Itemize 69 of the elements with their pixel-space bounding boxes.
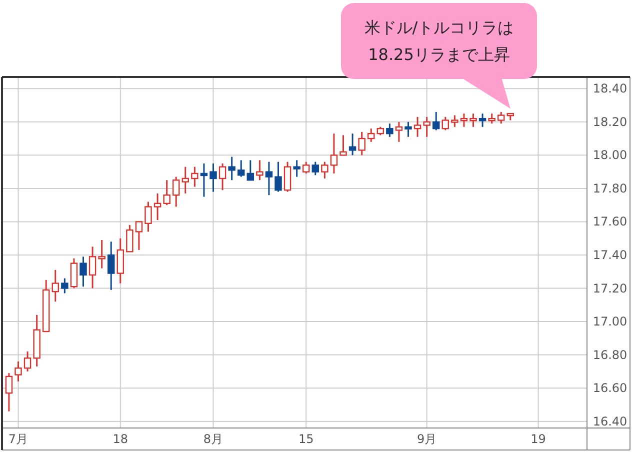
y-tick-label: 17.20 xyxy=(592,281,628,296)
candlestick xyxy=(488,112,496,124)
candlestick xyxy=(470,112,477,128)
y-tick-label: 18.20 xyxy=(592,114,628,129)
candlestick xyxy=(107,240,115,291)
candlestick xyxy=(135,220,143,251)
candlestick xyxy=(163,179,170,206)
candlestick xyxy=(478,112,486,128)
candlestick xyxy=(312,161,320,176)
y-tick-label: 17.00 xyxy=(592,314,628,329)
candlestick xyxy=(460,112,468,128)
candlestick xyxy=(14,360,22,382)
candlestick xyxy=(218,162,226,191)
candlestick xyxy=(358,131,366,156)
candlestick xyxy=(497,111,505,124)
candlestick xyxy=(330,132,338,174)
candlestick xyxy=(293,159,300,178)
y-tick-label: 18.00 xyxy=(592,148,628,162)
candlestick xyxy=(246,159,254,181)
x-tick-label: 18 xyxy=(112,432,128,446)
candlestick xyxy=(274,161,282,193)
candlestick xyxy=(52,269,60,302)
candlestick xyxy=(210,162,217,193)
x-tick-label: 19 xyxy=(530,432,546,446)
candlestick xyxy=(395,121,403,143)
candlestick xyxy=(442,116,450,131)
y-tick-label: 16.80 xyxy=(592,348,628,362)
candlestick xyxy=(265,161,273,196)
candlestick xyxy=(200,162,208,198)
x-tick-label: 9月 xyxy=(417,432,437,446)
y-tick-label: 16.40 xyxy=(592,414,628,428)
candlestick xyxy=(182,166,190,194)
candlestick xyxy=(348,132,356,156)
candlestick xyxy=(367,128,375,143)
candlestick xyxy=(302,161,310,174)
x-tick-label: 15 xyxy=(298,432,314,446)
candlestick xyxy=(61,278,68,294)
candlestick xyxy=(321,161,328,180)
candlestick xyxy=(386,122,394,138)
candlestick xyxy=(423,116,430,138)
x-tick-label: 7月 xyxy=(8,432,28,446)
candlestick xyxy=(414,116,422,138)
candlestick xyxy=(5,372,13,412)
candlestick xyxy=(451,114,458,128)
candlestick xyxy=(116,238,124,284)
x-tick-label: 8月 xyxy=(203,432,224,446)
candlestick xyxy=(172,176,180,208)
y-tick-label: 16.60 xyxy=(592,381,628,396)
candlestick xyxy=(80,256,87,288)
candlestick xyxy=(256,159,264,181)
candlestick xyxy=(228,156,236,181)
text: 米ドル/トルコリラは 18.25リラまで上昇 xyxy=(364,18,514,64)
y-tick-label: 17.80 xyxy=(592,181,628,196)
candlestick xyxy=(404,121,412,138)
candlestick xyxy=(284,161,292,193)
y-tick-label: 17.60 xyxy=(592,214,628,229)
candlestick xyxy=(126,224,134,252)
candlestick xyxy=(154,192,162,221)
candlestick xyxy=(144,201,152,232)
y-tick-label: 18.40 xyxy=(592,82,628,96)
candlestick xyxy=(340,134,347,156)
candlestick xyxy=(98,239,106,270)
y-tick-label: 17.40 xyxy=(592,248,628,262)
candlestick xyxy=(70,258,78,290)
candlestick xyxy=(88,246,96,290)
candlestick xyxy=(237,159,245,178)
candlestick xyxy=(191,166,198,188)
candlestick xyxy=(432,111,440,131)
candlestick xyxy=(24,350,32,372)
